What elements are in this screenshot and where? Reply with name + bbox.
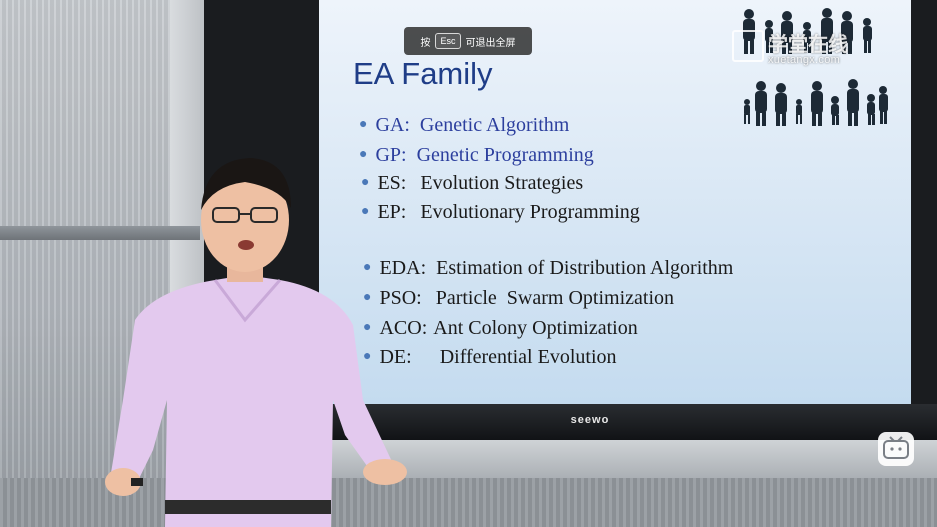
bullet-icon: ● [363,349,372,364]
bullet-icon: ● [359,147,368,162]
presenter-figure [105,158,407,527]
family-silhouette-top [743,8,872,54]
lecture-slide: EA Family ● GA: Genetic Algorithm ● G [319,0,911,404]
list-item-gp: ● GP: Genetic Programming [359,144,594,166]
tv-icon-glyph [883,436,909,459]
xuetangx-watermark: 学堂在线 xuetangx.com [732,28,892,72]
tv-icon[interactable] [878,432,914,466]
floor-strip [0,478,937,527]
list-item-ga: ● GA: Genetic Algorithm [359,114,570,136]
list-item-pso: ● PSO: Particle Swarm Optimization [363,287,674,309]
list-item-eda: ● EDA: Estimation of Distribution Algorith… [363,257,734,279]
wall-band [0,226,200,240]
watermark-url: xuetangx.com [768,54,841,66]
bullet-icon: ● [361,204,370,219]
watermark-title: 学堂在线 [768,34,848,56]
list-item-aco: ● ACO: Ant Colony Optimization [363,317,638,339]
hint-suffix: 可退出全屏 [465,37,516,49]
bullet-icon: ● [359,117,368,132]
bullet-icon: ● [363,320,372,335]
list-item-ep: ● EP: Evolutionary Programming [361,201,640,223]
hint-prefix: 按 [420,37,431,49]
bullet-icon: ● [361,175,370,190]
fullscreen-exit-hint: 按 Esc 可退出全屏 [404,27,532,55]
list-item-de: ● DE: Differential Evolution [363,346,617,368]
esc-key-badge: Esc [435,33,461,49]
display-ledge [320,440,937,480]
bullet-icon: ● [363,290,372,305]
xuetangx-logo-icon [732,30,764,62]
list-item-es: ● ES: Evolution Strategies [361,172,584,194]
slide-title: EA Family [353,56,493,91]
family-silhouette-bottom [744,79,888,126]
display-brand: seewo [570,414,610,426]
bullet-icon: ● [363,260,372,275]
